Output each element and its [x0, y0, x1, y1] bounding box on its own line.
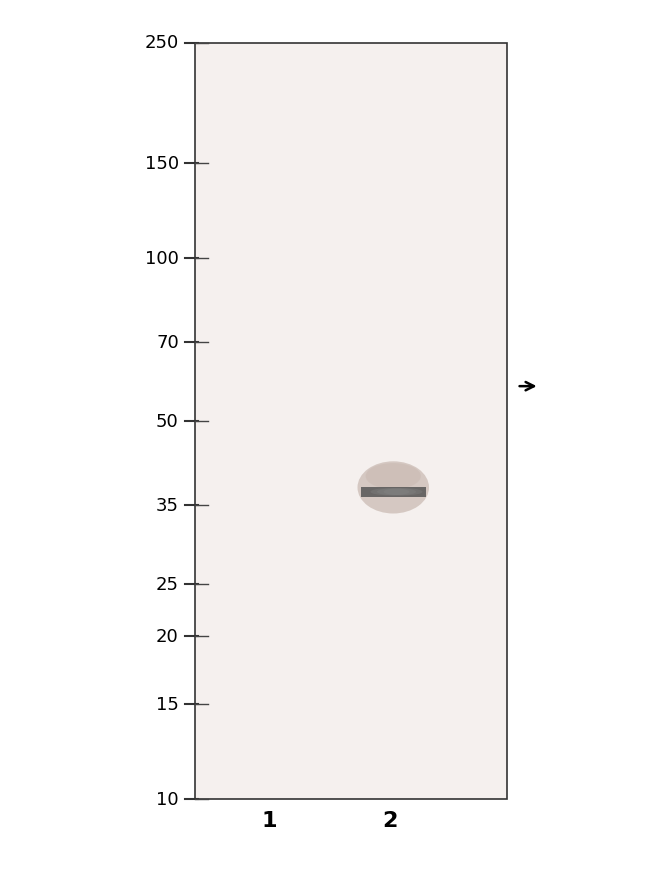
FancyBboxPatch shape: [195, 43, 507, 799]
Ellipse shape: [377, 488, 416, 496]
Text: 70: 70: [156, 334, 179, 351]
Text: 20: 20: [156, 627, 179, 646]
Text: 150: 150: [145, 155, 179, 172]
Text: 50: 50: [156, 413, 179, 430]
Ellipse shape: [370, 488, 410, 496]
Text: 250: 250: [144, 35, 179, 52]
Text: 1: 1: [262, 810, 278, 830]
Ellipse shape: [358, 461, 429, 514]
Ellipse shape: [384, 488, 423, 496]
Ellipse shape: [365, 463, 421, 489]
Text: 10: 10: [156, 791, 179, 808]
Text: 100: 100: [145, 249, 179, 268]
Text: 35: 35: [156, 496, 179, 514]
FancyBboxPatch shape: [361, 487, 426, 497]
Text: 15: 15: [156, 695, 179, 713]
Text: 2: 2: [382, 810, 398, 830]
Text: 25: 25: [156, 575, 179, 594]
